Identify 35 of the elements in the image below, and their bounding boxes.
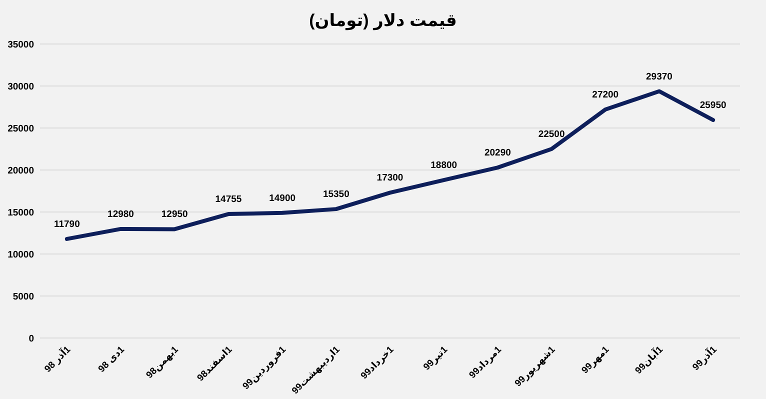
data-label: 22500 [538, 129, 565, 140]
x-tick-label: 1مهر99 [580, 344, 612, 376]
data-label: 18800 [430, 160, 458, 172]
data-label: 29370 [646, 71, 672, 82]
data-label: 12980 [108, 208, 134, 220]
y-tick-label: 5000 [12, 292, 34, 302]
x-tick-label: 1خرداد99 [358, 344, 397, 382]
x-tick-label: 1آبان99 [632, 342, 666, 376]
y-tick-label: 10000 [8, 250, 34, 260]
data-label: 17300 [376, 172, 404, 184]
chart-title: قیمت دلار (تومان) [309, 11, 457, 31]
data-label: 15350 [322, 189, 350, 200]
data-label: 14755 [215, 194, 242, 206]
x-tick-label: 1اسفند98 [195, 344, 236, 384]
data-label: 11790 [54, 218, 80, 230]
data-label: 20290 [484, 148, 511, 159]
y-tick-label: 30000 [8, 82, 34, 92]
x-tick-label: 1بهمن98 [144, 344, 182, 381]
data-label: 25950 [700, 100, 726, 112]
y-tick-label: 20000 [8, 166, 34, 176]
x-tick-label: 1دی 98 [96, 344, 128, 375]
x-tick-label: 1مرداد99 [467, 344, 504, 381]
x-tick-label: 1اردیبهشت99 [290, 344, 343, 397]
x-tick-label: 1شهریور99 [512, 344, 558, 390]
y-tick-label: 35000 [8, 40, 34, 50]
y-tick-label: 0 [28, 334, 34, 344]
x-tick-label: 1فروردین99 [240, 344, 289, 392]
x-tick-label: 1تیر99 [422, 344, 450, 373]
y-tick-label: 25000 [8, 124, 34, 134]
x-tick-label: 1آذر99 [689, 342, 720, 373]
y-tick-label: 15000 [8, 208, 34, 218]
data-label: 27200 [592, 90, 619, 101]
data-label: 12950 [161, 209, 188, 220]
x-tick-label: 1آذر 98 [41, 342, 74, 375]
data-label: 14900 [269, 192, 296, 204]
